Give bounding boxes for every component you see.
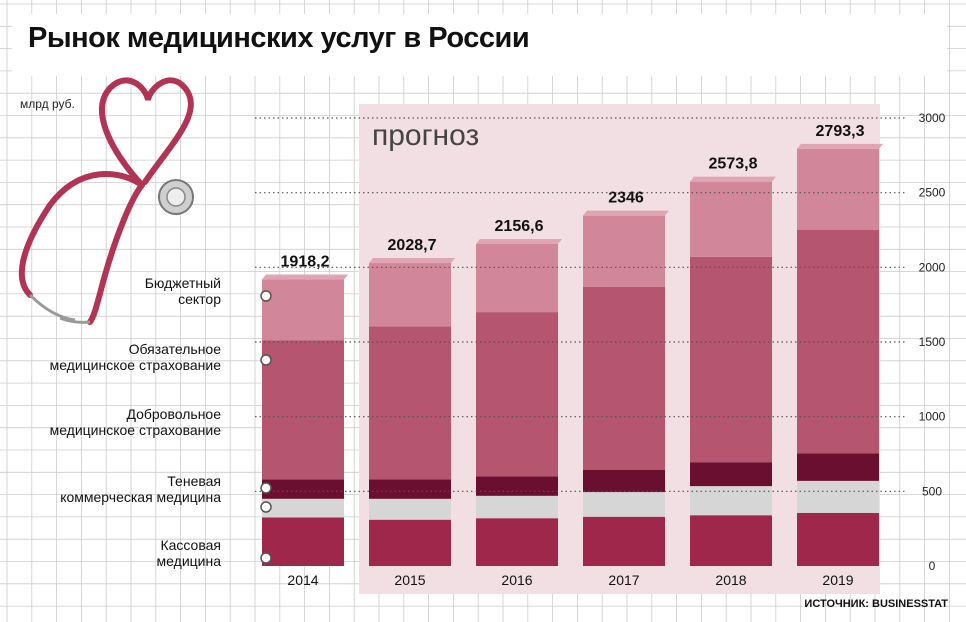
bar-segment-oms-2017 bbox=[583, 286, 665, 470]
y-tick-label: 1500 bbox=[919, 335, 946, 349]
bar-segment-oms-2014 bbox=[262, 340, 344, 480]
x-tick-label: 2019 bbox=[822, 572, 853, 588]
bar-segment-cash-2017 bbox=[583, 516, 665, 566]
bar-segment-shadow-2017 bbox=[583, 492, 665, 517]
title-box bbox=[12, 14, 947, 76]
bar-segment-dms-2016 bbox=[476, 476, 558, 496]
y-tick-label: 3000 bbox=[919, 111, 946, 125]
chestpiece-diaphragm bbox=[166, 187, 186, 207]
chart-title: Рынок медицинских услуг в России bbox=[28, 22, 530, 54]
bar-segment-dms-2015 bbox=[369, 479, 451, 499]
bar-segment-shadow-2018 bbox=[690, 486, 772, 516]
bar-segment-dms-2018 bbox=[690, 462, 772, 487]
legend-label-dms: Добровольное bbox=[126, 406, 221, 422]
legend-label-shadow: Теневая bbox=[167, 473, 221, 489]
bar-segment-cash-2019 bbox=[797, 512, 879, 566]
y-tick-label: 2000 bbox=[919, 260, 946, 274]
bar-top-face bbox=[369, 258, 455, 264]
y-tick-label: 500 bbox=[922, 484, 942, 498]
y-tick-label: 1000 bbox=[919, 410, 946, 424]
legend-label-cash: медицина bbox=[157, 553, 222, 569]
bar-total-label: 2793,3 bbox=[816, 123, 865, 140]
bar-segment-budget-2015 bbox=[369, 263, 451, 327]
bar-top-face bbox=[583, 210, 669, 216]
bar-top-face bbox=[690, 176, 776, 182]
legend-label-budget: сектор bbox=[178, 291, 221, 307]
bars-group: 1918,2 2014 2028,7 2015 2156,6 2016 2346 2017 25… bbox=[262, 123, 883, 588]
bar-segment-cash-2015 bbox=[369, 519, 451, 566]
source-label: ИСТОЧНИК: BUSINESSTAT bbox=[804, 598, 948, 610]
x-tick-label: 2016 bbox=[501, 572, 532, 588]
bar-segment-shadow-2014 bbox=[262, 498, 344, 518]
y-axis: 0 500 1000 1500 2000 2500 3000 bbox=[255, 111, 946, 573]
bar-segment-oms-2019 bbox=[797, 230, 879, 454]
forecast-label: прогноз bbox=[372, 119, 479, 152]
bar-total-label: 2346 bbox=[608, 190, 644, 207]
bar-segment-oms-2015 bbox=[369, 326, 451, 480]
bar-segment-dms-2017 bbox=[583, 469, 665, 493]
bar-segment-cash-2014 bbox=[262, 517, 344, 566]
bar-segment-dms-2014 bbox=[262, 479, 344, 499]
unit-label: млрд руб. bbox=[20, 97, 75, 111]
ear-tube-right bbox=[59, 316, 91, 324]
bar-top-face bbox=[262, 274, 348, 280]
title-background bbox=[12, 14, 947, 76]
bar-segment-dms-2019 bbox=[797, 453, 879, 481]
bar-segment-budget-2014 bbox=[262, 279, 344, 341]
bar-top-face bbox=[476, 238, 562, 244]
x-tick-label: 2014 bbox=[287, 572, 318, 588]
stethoscope-tube bbox=[18, 171, 145, 325]
x-tick-label: 2017 bbox=[608, 572, 639, 588]
x-tick-label: 2018 bbox=[715, 572, 746, 588]
ear-tube-left bbox=[28, 293, 76, 322]
bar-total-label: 1918,2 bbox=[281, 254, 330, 271]
bar-top-face bbox=[797, 143, 883, 149]
bar-total-label: 2028,7 bbox=[388, 237, 437, 254]
legend-marker-cash bbox=[260, 552, 272, 564]
bar-segment-budget-2016 bbox=[476, 243, 558, 313]
heart-tube bbox=[99, 77, 194, 188]
y-tick-label: 2500 bbox=[919, 186, 946, 200]
bar-total-label: 2573,8 bbox=[709, 156, 758, 173]
legend-marker-dms bbox=[260, 482, 272, 494]
bar-segment-shadow-2015 bbox=[369, 498, 451, 520]
legend-label-oms: медицинское страхование bbox=[50, 357, 222, 373]
legend-label-dms: медицинское страхование bbox=[50, 422, 222, 438]
bar-segment-budget-2019 bbox=[797, 148, 879, 230]
bar-segment-cash-2018 bbox=[690, 515, 772, 566]
y-tick-label: 0 bbox=[929, 559, 936, 573]
bar-segment-oms-2018 bbox=[690, 256, 772, 463]
bar-segment-cash-2016 bbox=[476, 518, 558, 566]
legend-label-oms: Обязательное bbox=[129, 341, 222, 357]
legend-label-shadow: коммерческая медицина bbox=[60, 489, 221, 505]
bar-segment-budget-2017 bbox=[583, 215, 665, 287]
stethoscope-heart-icon bbox=[18, 77, 194, 325]
legend-marker-budget bbox=[260, 290, 272, 302]
bar-segment-oms-2016 bbox=[476, 312, 558, 477]
legend-label-budget: Бюджетный bbox=[145, 275, 221, 291]
x-tick-label: 2015 bbox=[394, 572, 425, 588]
bar-total-label: 2156,6 bbox=[495, 218, 544, 235]
bar-segment-shadow-2016 bbox=[476, 495, 558, 519]
bar-segment-shadow-2019 bbox=[797, 480, 879, 513]
legend-marker-shadow bbox=[260, 501, 272, 513]
legend-marker-oms bbox=[260, 354, 272, 366]
legend-label-cash: Кассовая bbox=[160, 537, 221, 553]
bar-segment-budget-2018 bbox=[690, 181, 772, 257]
